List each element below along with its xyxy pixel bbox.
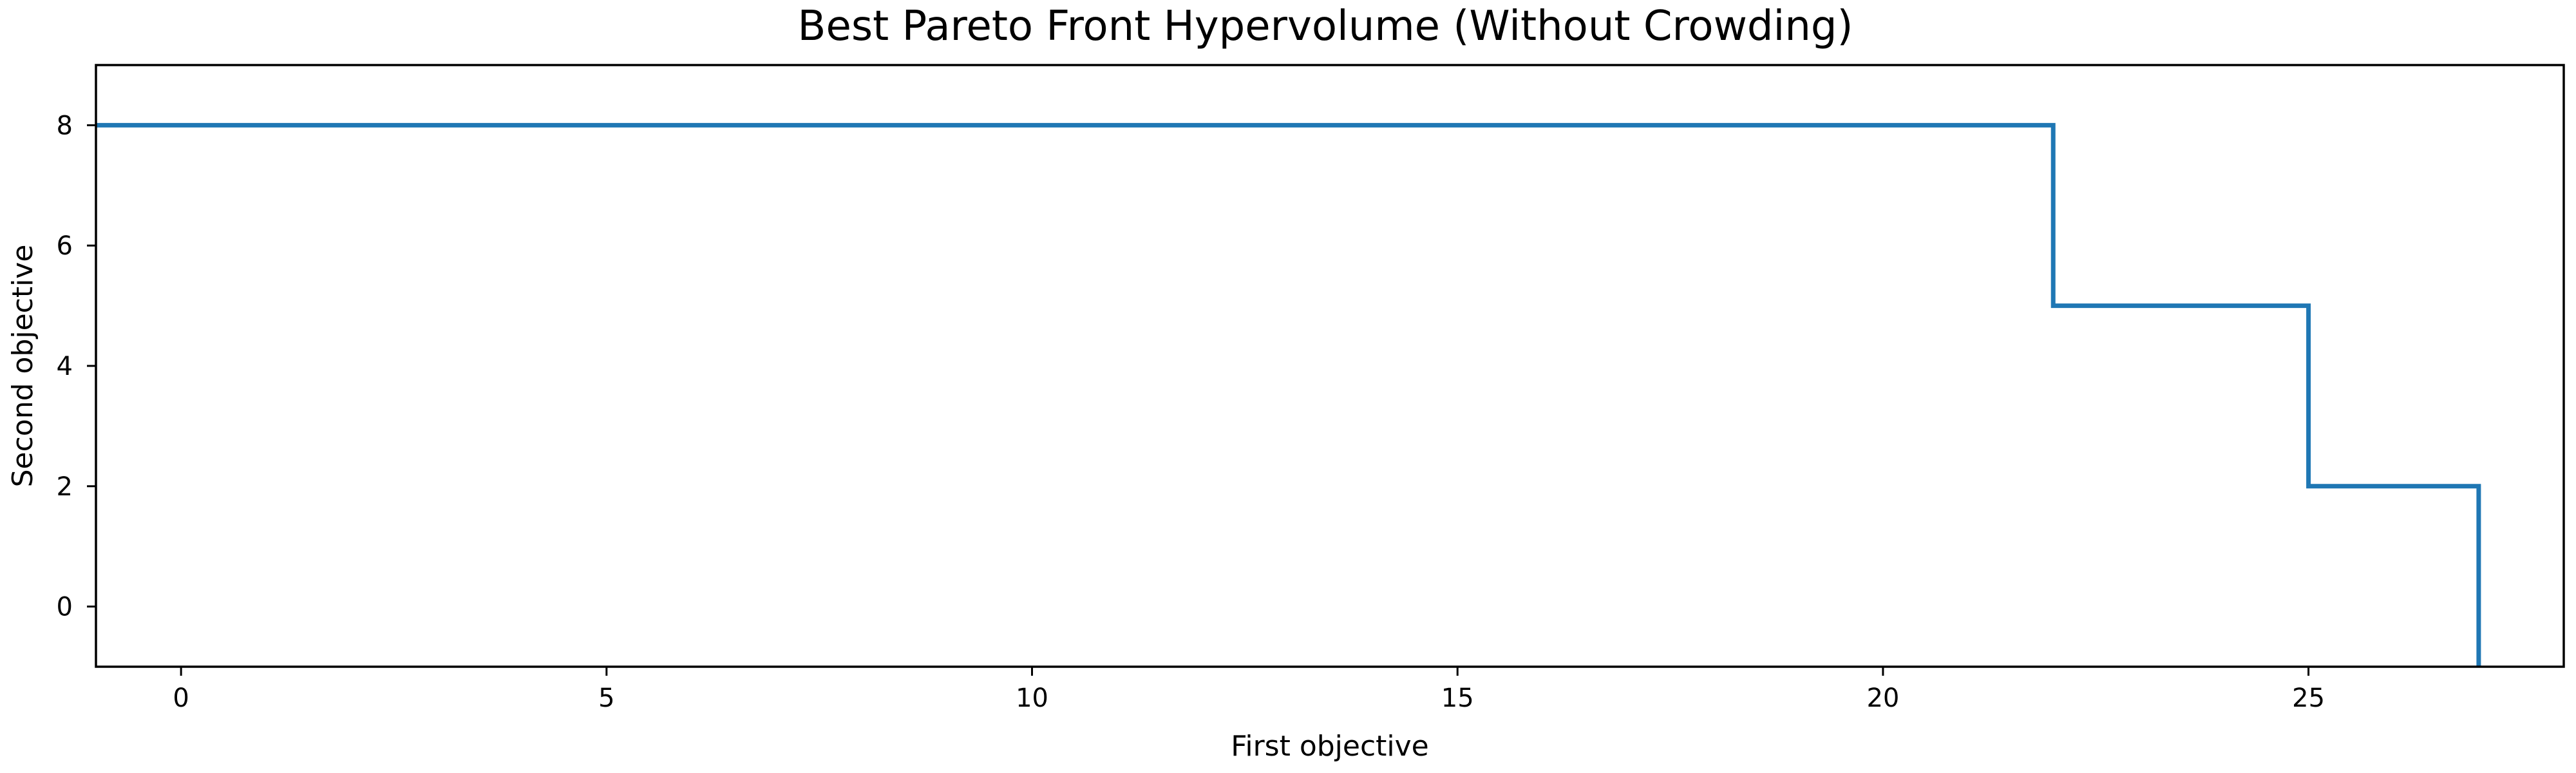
chart-title: Best Pareto Front Hypervolume (Without C… [798, 3, 1853, 50]
y-axis-ticks: 0 2 4 6 8 [57, 111, 96, 622]
y-tick-label: 4 [57, 352, 73, 381]
x-tick-label: 0 [173, 683, 189, 713]
y-tick-label: 0 [57, 593, 73, 622]
x-tick-label: 5 [598, 683, 614, 713]
series-layer [96, 122, 2481, 667]
y-axis-label: Second objective [6, 245, 39, 488]
x-axis-label: First objective [1231, 730, 1429, 763]
y-tick-label: 2 [57, 472, 73, 502]
x-tick-label: 15 [1441, 683, 1474, 713]
x-tick-label: 20 [1866, 683, 1899, 713]
y-tick-label: 6 [57, 231, 73, 261]
y-tick-label: 8 [57, 111, 73, 140]
plot-frame [95, 64, 2565, 668]
x-tick-label: 25 [2292, 683, 2325, 713]
pareto-front-line-1 [96, 122, 2481, 667]
x-tick-label: 10 [1016, 683, 1048, 713]
x-axis-ticks: 0 5 10 15 20 25 [173, 667, 2325, 713]
